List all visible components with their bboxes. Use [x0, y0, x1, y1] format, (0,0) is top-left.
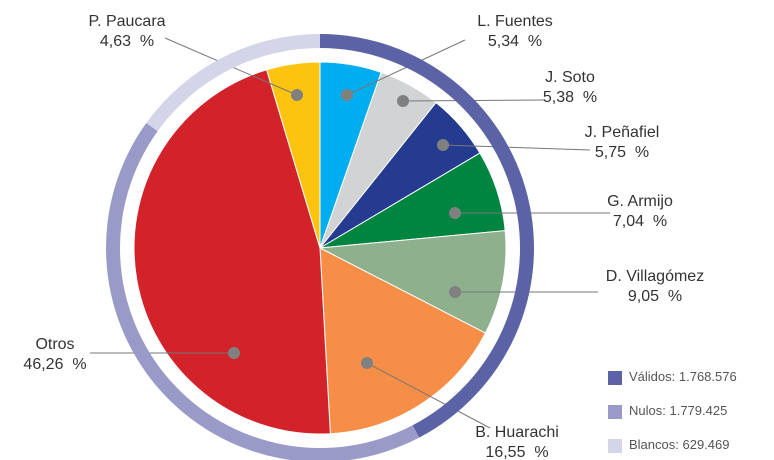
slice-value-label: 4,63 %	[100, 33, 154, 50]
legend-label: Válidos: 1.768.576	[629, 369, 737, 384]
leader-line	[366, 362, 491, 429]
legend-label: Blancos: 629.469	[629, 437, 729, 452]
leader-dot	[397, 95, 409, 107]
slice-label: G. Armijo	[607, 193, 673, 210]
leader-line	[346, 39, 466, 96]
legend-swatch	[608, 371, 622, 385]
leader-dot	[341, 89, 353, 101]
legend-separator: :	[672, 369, 679, 384]
leader-dot	[449, 286, 461, 298]
legend-name: Válidos	[629, 369, 672, 384]
pie-slice	[318, 230, 507, 334]
slice-value-label: 5,38 %	[543, 89, 597, 106]
legend-name: Nulos	[629, 403, 663, 418]
pie-slice	[319, 247, 487, 435]
leader-line	[442, 144, 591, 151]
legend-swatch	[608, 405, 622, 419]
slice-label: J. Soto	[545, 69, 595, 86]
leader-dot	[449, 207, 461, 219]
leader-dot	[437, 139, 449, 151]
slice-value-label: 16,55 %	[485, 444, 548, 460]
legend-separator: :	[662, 403, 669, 418]
slice-value-label: 46,26 %	[23, 356, 86, 373]
slice-value-label: 5,34 %	[488, 33, 542, 50]
leader-dot	[291, 89, 303, 101]
legend-name: Blancos	[629, 437, 676, 452]
slice-value-label: 9,05 %	[628, 288, 682, 305]
slice-value-label: 5,75 %	[595, 144, 649, 161]
slice-label: B. Huarachi	[475, 424, 559, 441]
slice-label: J. Peñafiel	[585, 124, 660, 141]
leader-dot	[361, 357, 373, 369]
slice-label: Otros	[35, 336, 74, 353]
ring-segment	[106, 122, 420, 460]
slice-label: P. Paucara	[88, 13, 165, 30]
legend-value: 1.779.425	[669, 403, 727, 418]
slice-value-label: 7,04 %	[613, 213, 667, 230]
ring-segment	[146, 34, 320, 132]
leader-dot	[228, 347, 240, 359]
slice-label: D. Villagómez	[606, 268, 704, 285]
pie-slice	[266, 61, 321, 249]
pie-slice	[133, 69, 331, 435]
legend-value: 1.768.576	[679, 369, 737, 384]
slice-label: L. Fuentes	[477, 13, 553, 30]
legend-value: 629.469	[682, 437, 729, 452]
legend-separator: :	[675, 437, 682, 452]
legend-swatch	[608, 439, 622, 453]
legend-label: Nulos: 1.779.425	[629, 403, 727, 418]
